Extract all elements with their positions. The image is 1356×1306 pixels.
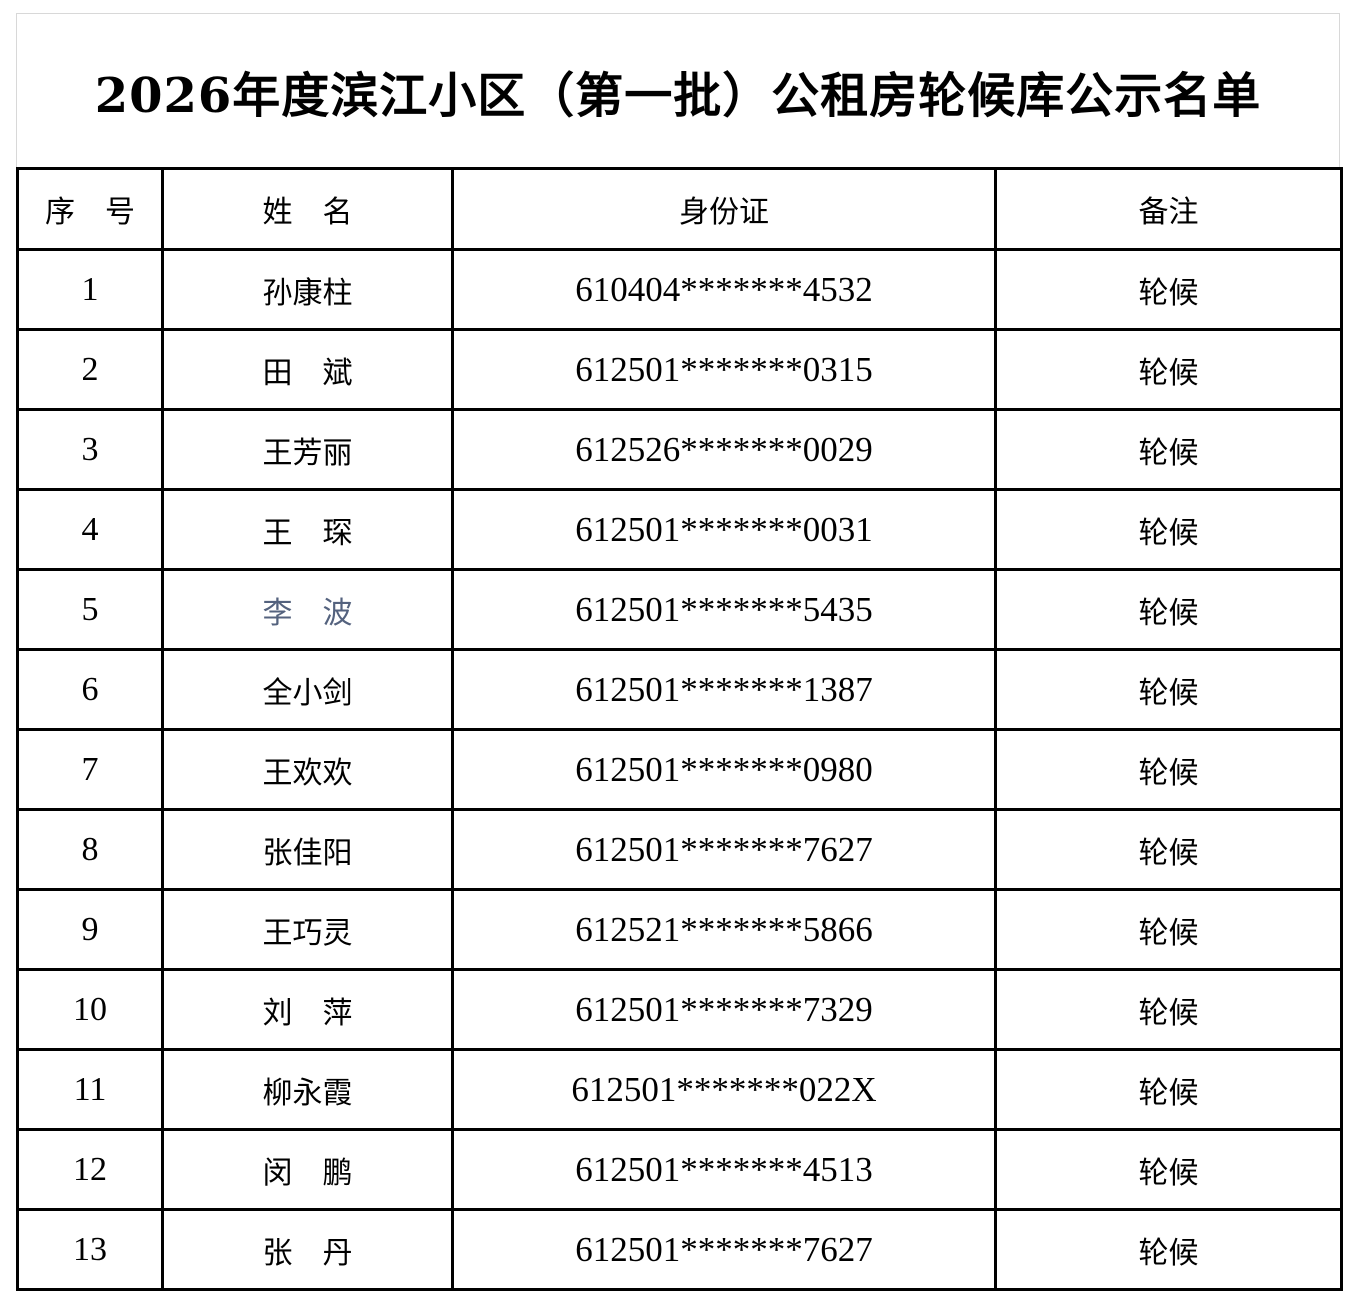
cell-name: 张 丹 xyxy=(161,1208,454,1291)
table-row: 13 张 丹 612501*******7627 轮候 xyxy=(16,1208,1343,1291)
table-row: 11 柳永霞 612501*******022X 轮候 xyxy=(16,1048,1343,1131)
cell-id-number: 612526*******0029 xyxy=(451,408,997,491)
table-header-row: 序 号 姓 名 身份证 备注 xyxy=(16,167,1343,251)
table-row: 9 王巧灵 612521*******5866 轮候 xyxy=(16,888,1343,971)
cell-remark: 轮候 xyxy=(994,248,1343,331)
cell-serial-number: 13 xyxy=(16,1208,164,1291)
cell-id-number: 610404*******4532 xyxy=(451,248,997,331)
cell-remark: 轮候 xyxy=(994,1128,1343,1211)
cell-id-number: 612501*******0315 xyxy=(451,328,997,411)
cell-serial-number: 7 xyxy=(16,728,164,811)
cell-serial-number: 3 xyxy=(16,408,164,491)
cell-remark: 轮候 xyxy=(994,808,1343,891)
cell-id-number: 612501*******7329 xyxy=(451,968,997,1051)
cell-id-number: 612501*******5435 xyxy=(451,568,997,651)
cell-serial-number: 2 xyxy=(16,328,164,411)
cell-serial-number: 9 xyxy=(16,888,164,971)
cell-name: 孙康柱 xyxy=(161,248,454,331)
cell-serial-number: 1 xyxy=(16,248,164,331)
waitlist-table: 序 号 姓 名 身份证 备注 1 孙康柱 610404*******4532 轮… xyxy=(16,167,1343,1291)
table-body: 1 孙康柱 610404*******4532 轮候 2 田 斌 612501*… xyxy=(16,248,1343,1291)
cell-id-number: 612501*******7627 xyxy=(451,1208,997,1291)
column-header-no: 序 号 xyxy=(16,167,164,251)
cell-remark: 轮候 xyxy=(994,648,1343,731)
table-row: 2 田 斌 612501*******0315 轮候 xyxy=(16,328,1343,411)
cell-name: 李 波 xyxy=(161,568,454,651)
cell-remark: 轮候 xyxy=(994,488,1343,571)
cell-remark: 轮候 xyxy=(994,888,1343,971)
cell-serial-number: 10 xyxy=(16,968,164,1051)
table-row: 1 孙康柱 610404*******4532 轮候 xyxy=(16,248,1343,331)
table-row: 10 刘 萍 612501*******7329 轮候 xyxy=(16,968,1343,1051)
column-header-name: 姓 名 xyxy=(161,167,454,251)
table-row: 8 张佳阳 612501*******7627 轮候 xyxy=(16,808,1343,891)
table-row: 4 王 琛 612501*******0031 轮候 xyxy=(16,488,1343,571)
document-page: 2026年度滨江小区（第一批）公租房轮候库公示名单 序 号 姓 名 身份证 备注… xyxy=(16,13,1343,1291)
cell-remark: 轮候 xyxy=(994,408,1343,491)
cell-name: 刘 萍 xyxy=(161,968,454,1051)
table-row: 5 李 波 612501*******5435 轮候 xyxy=(16,568,1343,651)
cell-remark: 轮候 xyxy=(994,968,1343,1051)
column-header-remark: 备注 xyxy=(994,167,1343,251)
cell-name: 王 琛 xyxy=(161,488,454,571)
cell-name: 柳永霞 xyxy=(161,1048,454,1131)
cell-remark: 轮候 xyxy=(994,728,1343,811)
cell-serial-number: 4 xyxy=(16,488,164,571)
cell-name: 王欢欢 xyxy=(161,728,454,811)
cell-name: 王芳丽 xyxy=(161,408,454,491)
table-row: 3 王芳丽 612526*******0029 轮候 xyxy=(16,408,1343,491)
cell-remark: 轮候 xyxy=(994,568,1343,651)
cell-serial-number: 11 xyxy=(16,1048,164,1131)
cell-remark: 轮候 xyxy=(994,328,1343,411)
cell-id-number: 612501*******4513 xyxy=(451,1128,997,1211)
cell-id-number: 612501*******0980 xyxy=(451,728,997,811)
cell-id-number: 612501*******0031 xyxy=(451,488,997,571)
cell-name: 田 斌 xyxy=(161,328,454,411)
cell-serial-number: 12 xyxy=(16,1128,164,1211)
table-row: 7 王欢欢 612501*******0980 轮候 xyxy=(16,728,1343,811)
cell-name: 闵 鹏 xyxy=(161,1128,454,1211)
column-header-id: 身份证 xyxy=(451,167,997,251)
table-row: 6 全小剑 612501*******1387 轮候 xyxy=(16,648,1343,731)
cell-name: 张佳阳 xyxy=(161,808,454,891)
cell-remark: 轮候 xyxy=(994,1048,1343,1131)
cell-serial-number: 5 xyxy=(16,568,164,651)
cell-id-number: 612501*******1387 xyxy=(451,648,997,731)
page-title: 2026年度滨江小区（第一批）公租房轮候库公示名单 xyxy=(16,13,1340,167)
cell-name: 王巧灵 xyxy=(161,888,454,971)
cell-id-number: 612521*******5866 xyxy=(451,888,997,971)
cell-id-number: 612501*******7627 xyxy=(451,808,997,891)
cell-serial-number: 8 xyxy=(16,808,164,891)
cell-serial-number: 6 xyxy=(16,648,164,731)
cell-remark: 轮候 xyxy=(994,1208,1343,1291)
cell-name: 全小剑 xyxy=(161,648,454,731)
table-row: 12 闵 鹏 612501*******4513 轮候 xyxy=(16,1128,1343,1211)
cell-id-number: 612501*******022X xyxy=(451,1048,997,1131)
